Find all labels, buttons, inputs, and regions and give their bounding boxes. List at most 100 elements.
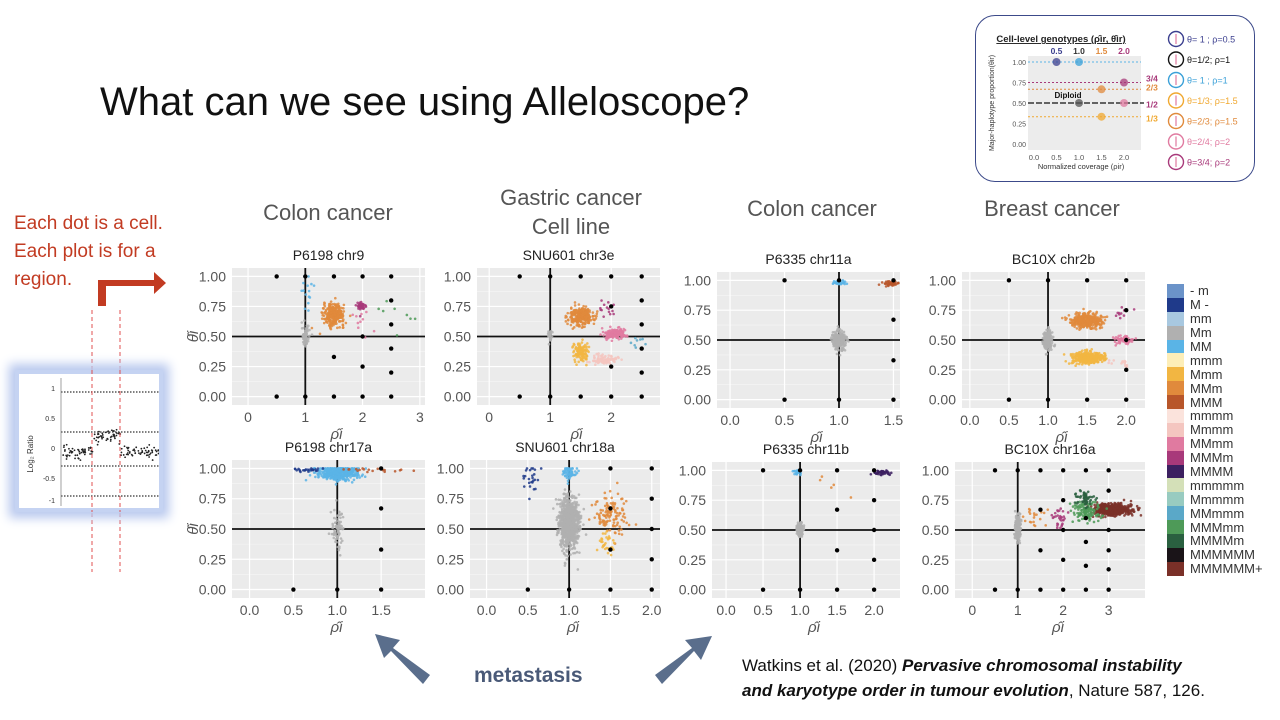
cell-point — [354, 467, 358, 471]
cell-point — [558, 528, 562, 531]
log-ratio-point — [137, 450, 140, 452]
cell-point — [565, 498, 568, 502]
cell-point — [304, 478, 308, 482]
cell-point — [609, 325, 612, 329]
cell-point — [355, 314, 358, 318]
cell-point — [1103, 315, 1107, 319]
cell-point — [1082, 307, 1085, 311]
cell-point — [1120, 306, 1124, 309]
cell-point — [574, 518, 578, 522]
cell-point — [522, 485, 526, 488]
log-ratio-point — [127, 449, 130, 452]
log-ratio-point — [133, 450, 136, 452]
cell-point — [1121, 360, 1124, 364]
cell-point — [339, 520, 343, 524]
cell-point — [340, 539, 344, 543]
x-tick-label: 1.5 — [827, 602, 847, 618]
cell-point — [333, 467, 336, 470]
reference-genotype-point — [609, 364, 614, 369]
cell-point — [577, 360, 580, 364]
reference-genotype-point — [566, 587, 572, 592]
cell-point — [620, 358, 623, 361]
cell-point — [1064, 318, 1067, 322]
log-ratio-point — [74, 454, 77, 457]
cell-point — [551, 330, 554, 334]
log-ratio-point — [128, 450, 131, 453]
cell-point — [571, 312, 575, 316]
cell-point — [610, 496, 613, 500]
log-ratio-point — [113, 435, 116, 438]
cell-point — [836, 346, 839, 350]
cell-point — [1045, 346, 1048, 349]
cell-point — [530, 480, 533, 484]
cell-point — [303, 319, 306, 322]
log-ratio-point — [105, 439, 108, 442]
reference-genotype-point — [548, 394, 553, 399]
cell-point — [877, 472, 880, 476]
reference-genotype-point — [335, 587, 340, 592]
x-tick-label: 2.0 — [864, 602, 884, 618]
cell-point — [1069, 354, 1073, 357]
reference-genotype-point — [891, 317, 896, 322]
reference-genotype-point — [517, 394, 522, 399]
cell-point — [571, 346, 574, 349]
cell-point — [599, 357, 603, 361]
reference-genotype-point — [608, 506, 613, 511]
cell-point — [565, 519, 568, 523]
cell-point — [342, 307, 345, 310]
cell-point — [797, 525, 801, 529]
cell-point — [341, 319, 344, 323]
cell-point — [622, 502, 626, 505]
y-tick-label: 0.25 — [922, 552, 949, 568]
log-ratio-point — [127, 453, 129, 456]
reference-genotype-point — [389, 346, 394, 351]
cell-point — [601, 519, 605, 522]
cell-point — [601, 330, 605, 334]
cell-point — [310, 333, 314, 336]
y-tick-label: 0.25 — [444, 359, 471, 375]
log-ratio-point — [149, 452, 152, 455]
cell-point — [595, 512, 599, 516]
reference-genotype-point — [360, 394, 365, 399]
cell-point — [1084, 355, 1087, 359]
cell-point — [593, 363, 597, 367]
cell-point — [841, 346, 845, 349]
cell-point — [308, 296, 312, 299]
cell-point — [889, 282, 893, 286]
cell-point — [340, 316, 344, 320]
cell-point — [619, 512, 622, 515]
cell-point — [539, 467, 543, 470]
cell-point — [604, 336, 608, 340]
cell-point — [334, 540, 337, 544]
cell-point — [629, 341, 633, 345]
cell-point — [620, 518, 624, 522]
reference-genotype-point — [360, 274, 365, 279]
y-tick-label: 0.75 — [922, 492, 949, 508]
cell-point — [557, 525, 561, 528]
x-axis-label: ρ̂i — [330, 619, 344, 636]
cell-point — [570, 318, 573, 321]
cell-point — [569, 316, 572, 319]
x-tick-label: 0 — [485, 409, 493, 425]
log-ratio-point — [120, 451, 123, 454]
reference-genotype-point — [649, 466, 654, 471]
log-ratio-point — [146, 446, 149, 449]
cell-point — [303, 307, 307, 311]
cell-point — [591, 317, 595, 321]
cell-point — [562, 532, 565, 536]
cell-point — [577, 308, 581, 312]
cell-point — [601, 544, 605, 547]
cell-point — [1107, 361, 1110, 365]
log-ratio-point — [126, 452, 129, 454]
cell-point — [293, 467, 297, 471]
cell-point — [336, 312, 340, 315]
cell-point — [622, 512, 626, 516]
cell-point — [334, 470, 338, 474]
column-header-gastric-cancer: Gastric cancer — [500, 185, 642, 210]
cell-point — [606, 358, 609, 361]
reference-genotype-point — [303, 274, 308, 279]
cell-point — [584, 305, 588, 308]
cell-point — [311, 468, 315, 472]
log-ratio-point — [62, 446, 65, 449]
